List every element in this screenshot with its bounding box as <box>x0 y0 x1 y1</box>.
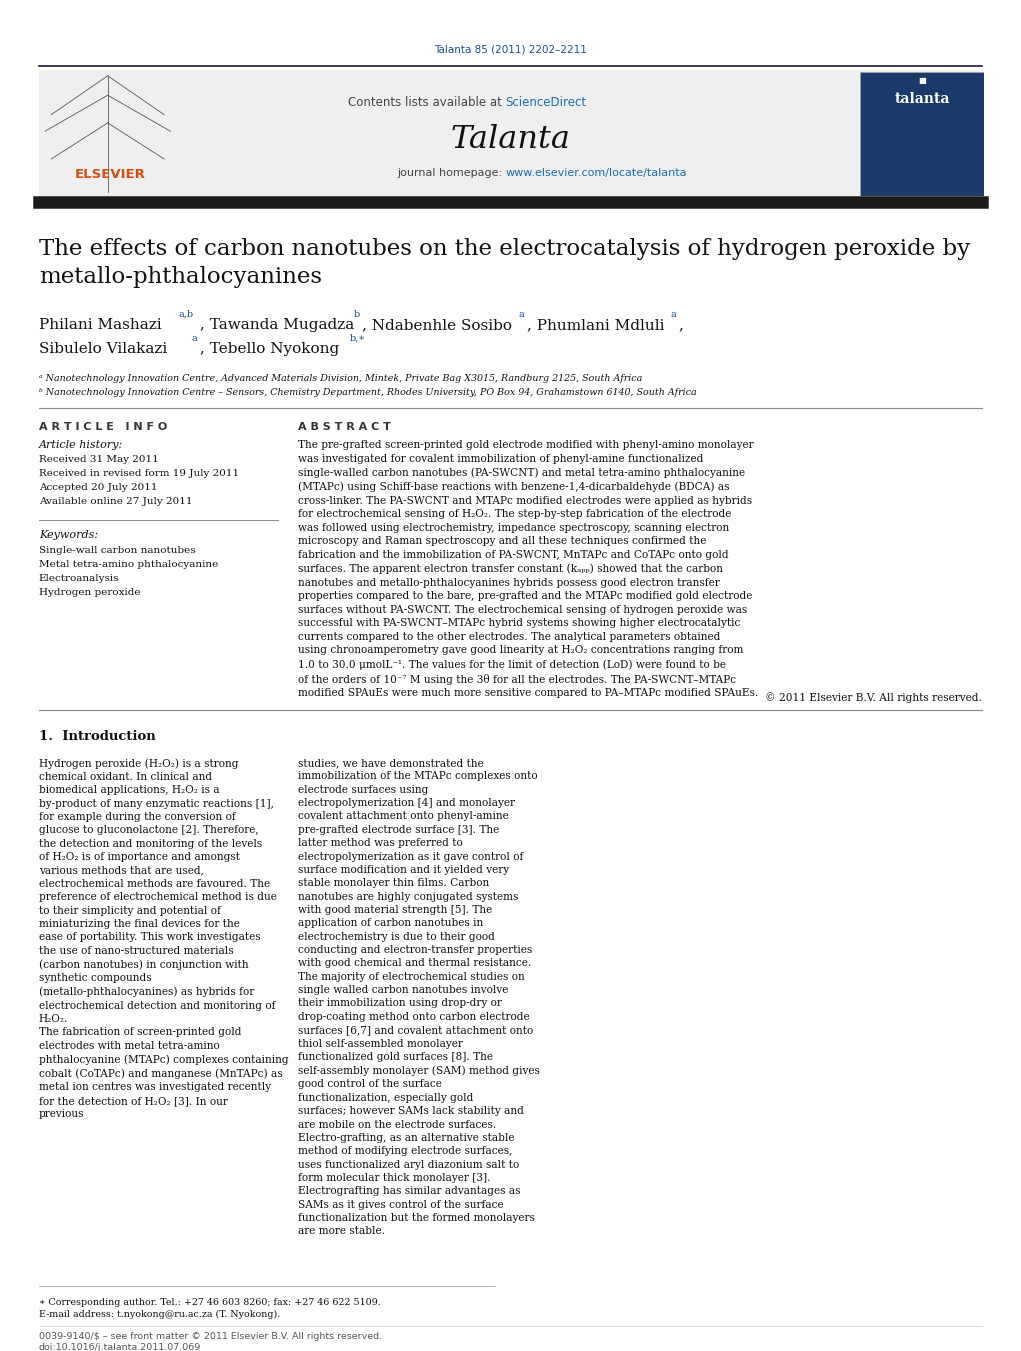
Text: The pre-grafted screen-printed gold electrode modified with phenyl-amino monolay: The pre-grafted screen-printed gold elec… <box>298 440 759 698</box>
Text: Available online 27 July 2011: Available online 27 July 2011 <box>39 497 192 507</box>
Text: talanta: talanta <box>894 92 950 107</box>
Text: , Phumlani Mdluli: , Phumlani Mdluli <box>527 317 665 332</box>
Text: Single-wall carbon nanotubes: Single-wall carbon nanotubes <box>39 546 195 555</box>
Text: b: b <box>353 309 359 319</box>
Text: Article history:: Article history: <box>39 440 124 450</box>
Text: Received in revised form 19 July 2011: Received in revised form 19 July 2011 <box>39 469 239 478</box>
Text: Metal tetra-amino phthalocyanine: Metal tetra-amino phthalocyanine <box>39 561 218 569</box>
Text: , Tebello Nyokong: , Tebello Nyokong <box>200 342 339 357</box>
Text: doi:10.1016/j.talanta.2011.07.069: doi:10.1016/j.talanta.2011.07.069 <box>39 1343 201 1351</box>
Text: a: a <box>519 309 525 319</box>
Text: ᵃ Nanotechnology Innovation Centre, Advanced Materials Division, Mintek, Private: ᵃ Nanotechnology Innovation Centre, Adva… <box>39 374 642 382</box>
Text: E-mail address: t.nyokong@ru.ac.za (T. Nyokong).: E-mail address: t.nyokong@ru.ac.za (T. N… <box>39 1310 280 1319</box>
Text: , Tawanda Mugadza: , Tawanda Mugadza <box>200 317 354 332</box>
Text: a: a <box>671 309 677 319</box>
Text: © 2011 Elsevier B.V. All rights reserved.: © 2011 Elsevier B.V. All rights reserved… <box>766 692 982 703</box>
Text: Talanta: Talanta <box>450 124 571 155</box>
Text: www.elsevier.com/locate/talanta: www.elsevier.com/locate/talanta <box>505 168 687 178</box>
Text: ■: ■ <box>918 76 926 85</box>
Text: The effects of carbon nanotubes on the electrocatalysis of hydrogen peroxide by
: The effects of carbon nanotubes on the e… <box>39 238 970 288</box>
Text: Contents lists available at: Contents lists available at <box>348 96 505 109</box>
Text: Sibulelo Vilakazi: Sibulelo Vilakazi <box>39 342 167 357</box>
Text: a: a <box>192 334 198 343</box>
Text: Electroanalysis: Electroanalysis <box>39 574 119 584</box>
Text: , Ndabenhle Sosibo: , Ndabenhle Sosibo <box>362 317 513 332</box>
Text: ∗ Corresponding author. Tel.: +27 46 603 8260; fax: +27 46 622 5109.: ∗ Corresponding author. Tel.: +27 46 603… <box>39 1298 381 1306</box>
Text: 0039-9140/$ – see front matter © 2011 Elsevier B.V. All rights reserved.: 0039-9140/$ – see front matter © 2011 El… <box>39 1332 382 1342</box>
Text: b,∗: b,∗ <box>350 334 367 343</box>
Text: Received 31 May 2011: Received 31 May 2011 <box>39 455 158 463</box>
Text: Keywords:: Keywords: <box>39 530 98 540</box>
Text: A R T I C L E   I N F O: A R T I C L E I N F O <box>39 422 167 432</box>
Text: Hydrogen peroxide: Hydrogen peroxide <box>39 588 140 597</box>
Text: studies, we have demonstrated the
immobilization of the MTAPc complexes onto
ele: studies, we have demonstrated the immobi… <box>298 758 540 1236</box>
Bar <box>39 70 982 199</box>
Text: A B S T R A C T: A B S T R A C T <box>298 422 391 432</box>
Text: ScienceDirect: ScienceDirect <box>505 96 586 109</box>
Text: Accepted 20 July 2011: Accepted 20 July 2011 <box>39 484 157 492</box>
Text: ,: , <box>679 317 684 332</box>
Text: 1.  Introduction: 1. Introduction <box>39 730 155 743</box>
Text: Philani Mashazi: Philani Mashazi <box>39 317 161 332</box>
Text: Hydrogen peroxide (H₂O₂) is a strong
chemical oxidant. In clinical and
biomedica: Hydrogen peroxide (H₂O₂) is a strong che… <box>39 758 288 1119</box>
Text: journal homepage:: journal homepage: <box>397 168 505 178</box>
Text: a,b: a,b <box>179 309 194 319</box>
Text: Talanta 85 (2011) 2202–2211: Talanta 85 (2011) 2202–2211 <box>434 45 587 55</box>
Text: ᵇ Nanotechnology Innovation Centre – Sensors, Chemistry Department, Rhodes Unive: ᵇ Nanotechnology Innovation Centre – Sen… <box>39 388 696 397</box>
Text: ELSEVIER: ELSEVIER <box>75 169 146 181</box>
